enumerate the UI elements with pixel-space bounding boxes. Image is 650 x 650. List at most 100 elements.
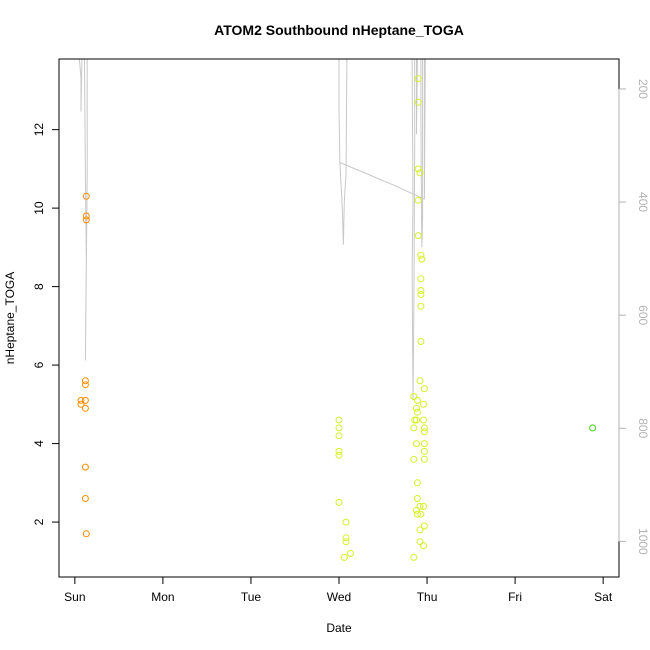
y-tick-label: 12 <box>32 123 46 137</box>
data-point <box>335 447 343 455</box>
x-tick-label: Sat <box>594 590 613 604</box>
data-point <box>410 393 418 400</box>
data-point <box>417 510 425 518</box>
y-tick-label: 6 <box>32 361 46 368</box>
x-tick-label: Tue <box>241 590 262 604</box>
data-point <box>413 479 421 487</box>
data-point <box>82 530 90 538</box>
data-point <box>416 502 424 510</box>
altitude-trace <box>78 58 426 401</box>
y-axis-label: nHeptane_TOGA <box>3 272 17 365</box>
data-point <box>414 75 422 83</box>
altitude-segment-2 <box>338 58 348 245</box>
data-point <box>81 377 89 385</box>
altitude-segment-3 <box>339 162 425 200</box>
data-point <box>335 498 343 506</box>
data-point <box>346 550 354 557</box>
data-point <box>82 192 90 200</box>
right-tick-label: 800 <box>636 418 650 438</box>
data-point <box>335 432 343 440</box>
y-tick-label: 8 <box>32 283 46 290</box>
data-point <box>414 196 422 204</box>
y-tick-label: 10 <box>32 201 46 215</box>
data-point <box>420 400 427 408</box>
data-point <box>420 428 428 436</box>
data-point <box>81 495 89 502</box>
data-point <box>82 216 90 224</box>
x-tick-label: Fri <box>508 590 522 604</box>
data-point <box>410 455 418 463</box>
data-point <box>413 416 420 424</box>
data-point <box>82 212 90 220</box>
altitude-segment-5 <box>416 58 418 135</box>
x-tick-label: Sun <box>64 590 85 604</box>
data-point <box>417 251 425 259</box>
x-tick-label: Wed <box>327 590 351 604</box>
data-point <box>410 424 418 432</box>
data-point <box>420 455 428 463</box>
data-point <box>416 538 424 546</box>
data-point <box>417 291 425 298</box>
x-axis: Sun Mon Tue Wed Thu Fri Sat <box>64 576 613 604</box>
data-point <box>335 424 343 432</box>
data-point <box>420 542 427 550</box>
data-point <box>413 510 421 518</box>
data-point <box>81 396 89 404</box>
y-axis: 2 4 6 8 10 12 <box>32 123 60 525</box>
data-point <box>77 400 85 408</box>
data-point <box>342 538 350 546</box>
right-tick-label: 200 <box>636 79 650 99</box>
data-point <box>413 404 420 412</box>
data-point <box>420 424 428 432</box>
data-point <box>589 424 597 432</box>
data-point <box>416 169 424 177</box>
data-point <box>420 416 427 424</box>
data-point <box>413 440 420 448</box>
data-points <box>77 75 597 561</box>
data-point <box>77 396 85 404</box>
data-point <box>413 408 421 416</box>
x-tick-label: Thu <box>417 590 438 604</box>
data-point <box>414 232 422 240</box>
data-point <box>416 377 424 385</box>
data-point <box>340 553 348 561</box>
chart-title: ATOM2 Southbound nHeptane_TOGA <box>214 22 464 38</box>
data-point <box>342 518 350 526</box>
data-point <box>414 165 422 173</box>
altitude-segment-4 <box>411 58 416 401</box>
data-point <box>420 385 428 393</box>
right-tick-label: 400 <box>636 192 650 212</box>
data-point <box>420 522 428 530</box>
data-point <box>410 553 418 561</box>
data-point <box>414 98 422 106</box>
x-tick-label: Mon <box>151 590 174 604</box>
data-point <box>417 287 425 294</box>
altitude-segment-0 <box>78 58 83 112</box>
data-point <box>81 381 89 389</box>
y-tick-label: 4 <box>32 440 46 447</box>
data-point <box>420 447 428 455</box>
data-point <box>417 338 425 345</box>
y-tick-label: 2 <box>32 518 46 525</box>
x-axis-label: Date <box>326 621 352 635</box>
altitude-segment-6 <box>420 59 424 248</box>
data-point <box>342 534 350 542</box>
data-point <box>420 502 427 510</box>
data-point <box>420 440 428 448</box>
right-axis: 200 400 600 800 1000 <box>618 79 650 555</box>
right-tick-label: 1000 <box>636 528 650 555</box>
data-point <box>335 451 343 459</box>
data-point <box>418 255 426 263</box>
right-tick-label: 600 <box>636 305 650 325</box>
data-point <box>417 275 425 283</box>
data-point <box>416 526 424 534</box>
data-point <box>81 404 89 412</box>
altitude-segment-7 <box>423 58 426 200</box>
data-point <box>335 416 343 424</box>
altitude-segment-1 <box>84 58 88 361</box>
data-point <box>81 463 89 471</box>
data-point <box>413 396 421 404</box>
data-point <box>413 495 421 502</box>
data-point <box>417 302 425 310</box>
